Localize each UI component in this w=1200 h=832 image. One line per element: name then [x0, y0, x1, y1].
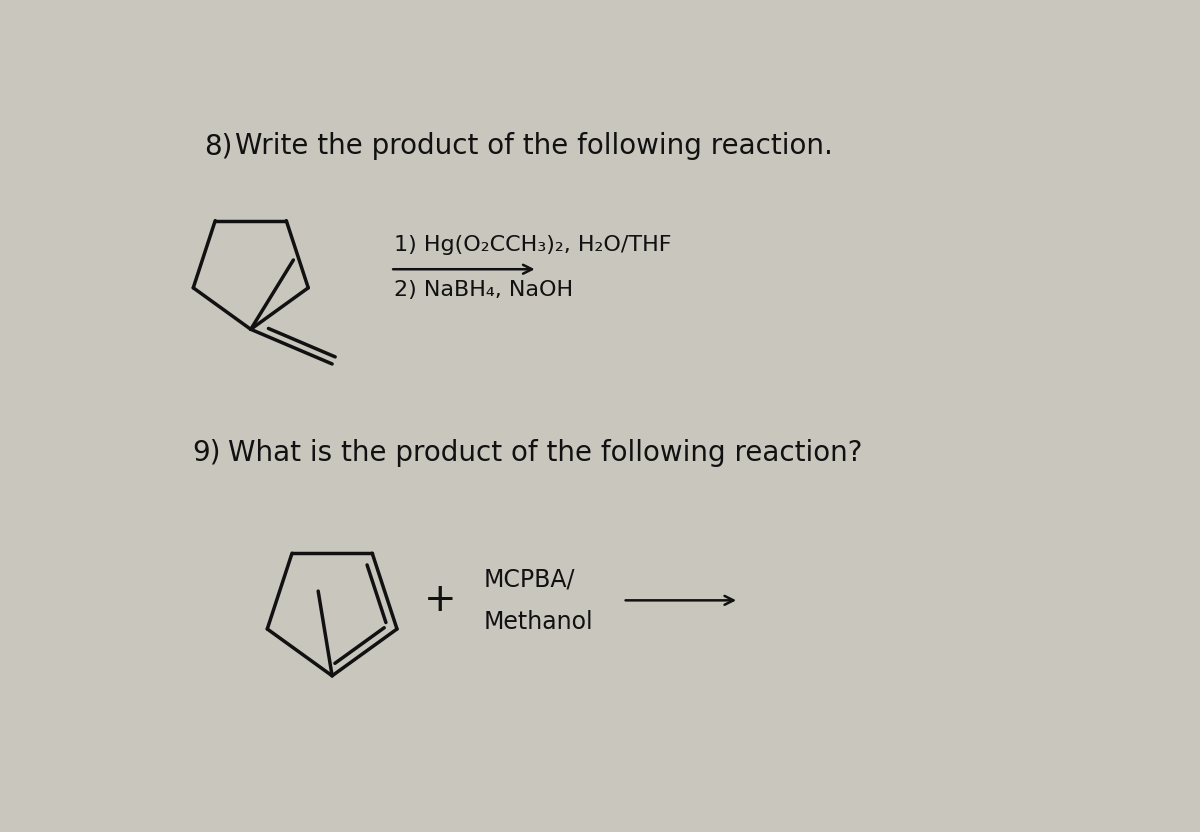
Text: MCPBA/: MCPBA/: [484, 567, 575, 591]
Text: Write the product of the following reaction.: Write the product of the following react…: [235, 132, 833, 161]
Text: Methanol: Methanol: [484, 610, 593, 634]
Text: +: +: [425, 582, 457, 619]
Text: What is the product of the following reaction?: What is the product of the following rea…: [228, 438, 862, 467]
Text: 2) NaBH₄, NaOH: 2) NaBH₄, NaOH: [394, 280, 574, 300]
Text: 1) Hg(O₂CCH₃)₂, H₂O/THF: 1) Hg(O₂CCH₃)₂, H₂O/THF: [394, 235, 672, 255]
Text: 9): 9): [193, 438, 221, 467]
Text: 8): 8): [204, 132, 233, 161]
